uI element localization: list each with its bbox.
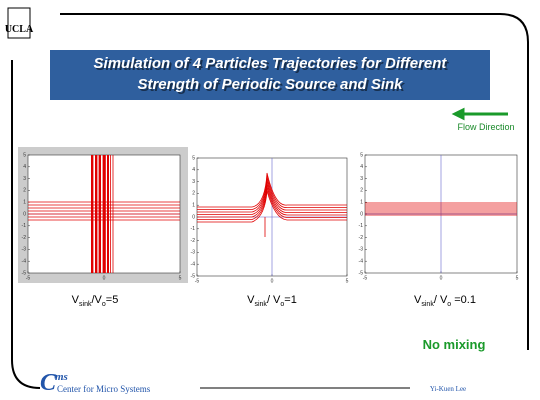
plot-caption: Vsink/Vo=5 xyxy=(72,294,119,308)
trajectory xyxy=(197,175,347,210)
y-tick-label: -3 xyxy=(191,250,196,256)
x-tick-label: -5 xyxy=(195,278,200,284)
title-line: Simulation of 4 Particles Trajectories f… xyxy=(94,55,448,72)
cms-logo-c: C xyxy=(40,370,57,396)
caption-subscript: o xyxy=(280,301,284,308)
trajectories xyxy=(28,155,180,273)
trajectory xyxy=(197,190,347,223)
y-tick-label: -3 xyxy=(359,247,364,253)
y-tick-label: 2 xyxy=(360,188,363,194)
slide-border xyxy=(11,13,529,389)
caption-subscript: o xyxy=(102,301,106,308)
plot-caption: Vsink/ Vo =0.1 xyxy=(414,294,476,308)
y-tick-label: -5 xyxy=(191,273,196,279)
y-tick-label: 4 xyxy=(23,164,26,170)
caption-text: =0.1 xyxy=(451,294,476,306)
y-tick-label: -1 xyxy=(191,226,196,232)
trajectory-band xyxy=(107,155,109,273)
trajectories xyxy=(365,202,517,216)
title-shadow: Simulation of 4 Particles Trajectories f… xyxy=(96,57,450,74)
flow-arrow xyxy=(451,107,508,121)
caption-text: V xyxy=(414,294,422,306)
x-tick-label: 0 xyxy=(271,278,274,284)
y-tick-label: 4 xyxy=(360,164,363,170)
y-tick-label: 5 xyxy=(360,152,363,158)
title-shadow: Strength of Periodic Source and Sink xyxy=(139,78,405,95)
y-tick-label: -4 xyxy=(359,259,364,265)
y-tick-label: -4 xyxy=(22,259,27,265)
y-tick-label: 0 xyxy=(360,211,363,217)
center-name: Center for Micro Systems xyxy=(57,384,151,394)
x-tick-label: 0 xyxy=(103,275,106,281)
title-line: Strength of Periodic Source and Sink xyxy=(137,76,403,93)
trajectory xyxy=(197,181,347,215)
ucla-logo: UCLA xyxy=(5,24,34,35)
ucla-logo-box xyxy=(7,7,31,39)
y-tick-label: -1 xyxy=(359,223,364,229)
trajectory xyxy=(197,172,347,208)
x-tick-label: -5 xyxy=(26,275,31,281)
trajectory xyxy=(197,178,347,213)
y-tick-label: -2 xyxy=(191,238,196,244)
y-tick-label: 4 xyxy=(192,167,195,173)
caption-text: =5 xyxy=(106,294,119,306)
y-tick-label: -5 xyxy=(22,270,27,276)
y-tick-label: 0 xyxy=(23,211,26,217)
caption-text: =1 xyxy=(284,294,297,306)
y-tick-label: 3 xyxy=(360,176,363,182)
caption-text: V xyxy=(247,294,255,306)
x-tick-label: 5 xyxy=(179,275,182,281)
trajectories xyxy=(197,172,347,237)
y-tick-label: 1 xyxy=(360,200,363,206)
y-tick-label: -2 xyxy=(359,235,364,241)
trajectory-band xyxy=(103,155,105,273)
y-tick-label: -3 xyxy=(22,247,27,253)
caption-text: V xyxy=(72,294,80,306)
y-tick-label: 2 xyxy=(192,191,195,197)
trajectory xyxy=(197,187,347,220)
y-tick-label: 1 xyxy=(192,203,195,209)
y-tick-label: 5 xyxy=(192,155,195,161)
trajectory-band xyxy=(95,155,97,273)
y-tick-label: 5 xyxy=(23,152,26,158)
trajectory xyxy=(197,184,347,218)
note: No mixing xyxy=(423,337,486,352)
trajectory-band xyxy=(91,155,93,273)
plot-caption: Vsink/ Vo=1 xyxy=(247,294,297,308)
caption-text: /V xyxy=(91,294,102,306)
caption-subscript: o xyxy=(447,301,451,308)
caption-subscript: sink xyxy=(79,301,92,308)
y-tick-label: 3 xyxy=(23,176,26,182)
y-tick-label: 2 xyxy=(23,188,26,194)
x-tick-label: -5 xyxy=(363,275,368,281)
x-tick-label: 0 xyxy=(440,275,443,281)
y-tick-label: -2 xyxy=(22,235,27,241)
flow-label: Flow Direction xyxy=(457,122,514,132)
caption-subscript: sink xyxy=(254,301,267,308)
caption-text: / V xyxy=(434,294,448,306)
caption-text: / V xyxy=(267,294,281,306)
trajectory-band xyxy=(99,155,101,273)
caption-subscript: sink xyxy=(421,301,434,308)
x-tick-label: 5 xyxy=(346,278,349,284)
author: Yi-Kuen Lee xyxy=(430,385,466,393)
y-tick-label: 1 xyxy=(23,200,26,206)
y-tick-label: 0 xyxy=(192,214,195,220)
cms-logo-ms: ms xyxy=(55,371,68,383)
y-tick-label: 3 xyxy=(192,179,195,185)
title-box xyxy=(50,50,490,100)
y-tick-label: -5 xyxy=(359,270,364,276)
y-tick-label: -1 xyxy=(22,223,27,229)
x-tick-label: 5 xyxy=(516,275,519,281)
y-tick-label: -4 xyxy=(191,262,196,268)
